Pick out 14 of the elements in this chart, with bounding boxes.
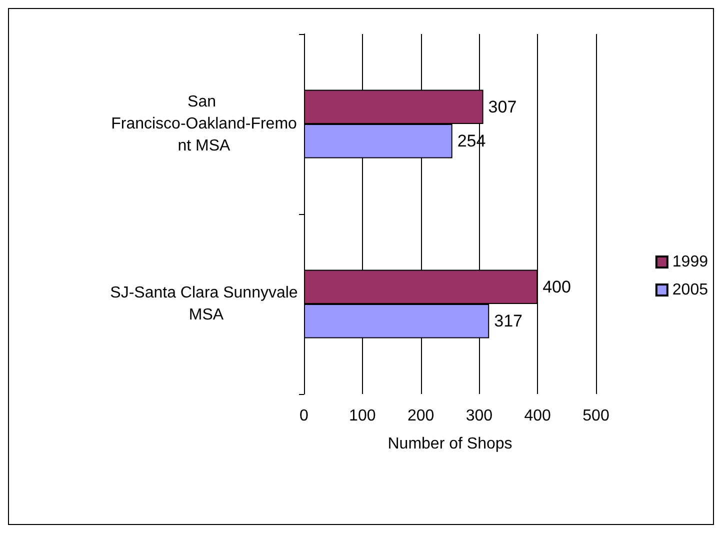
data-label: 317 [494, 312, 523, 331]
y-tick-label: San Francisco-Oakland-Fremont MSA [111, 94, 298, 154]
x-tick-label: 100 [349, 408, 376, 424]
x-tick-label: 0 [300, 408, 309, 424]
legend-label: 2005 [672, 282, 708, 298]
x-tick-label: 400 [524, 408, 552, 424]
x-tick-label: 300 [466, 408, 493, 424]
legend-label: 1999 [672, 254, 708, 270]
y-tick-label: SJ-Santa Clara Sunnyvale MSA [110, 284, 298, 324]
data-label: 400 [542, 277, 571, 296]
data-label: 307 [488, 97, 517, 116]
x-tick-label: 200 [407, 408, 434, 424]
x-tick-label: 500 [582, 408, 610, 424]
x-axis-title: Number of Shops [388, 436, 512, 452]
